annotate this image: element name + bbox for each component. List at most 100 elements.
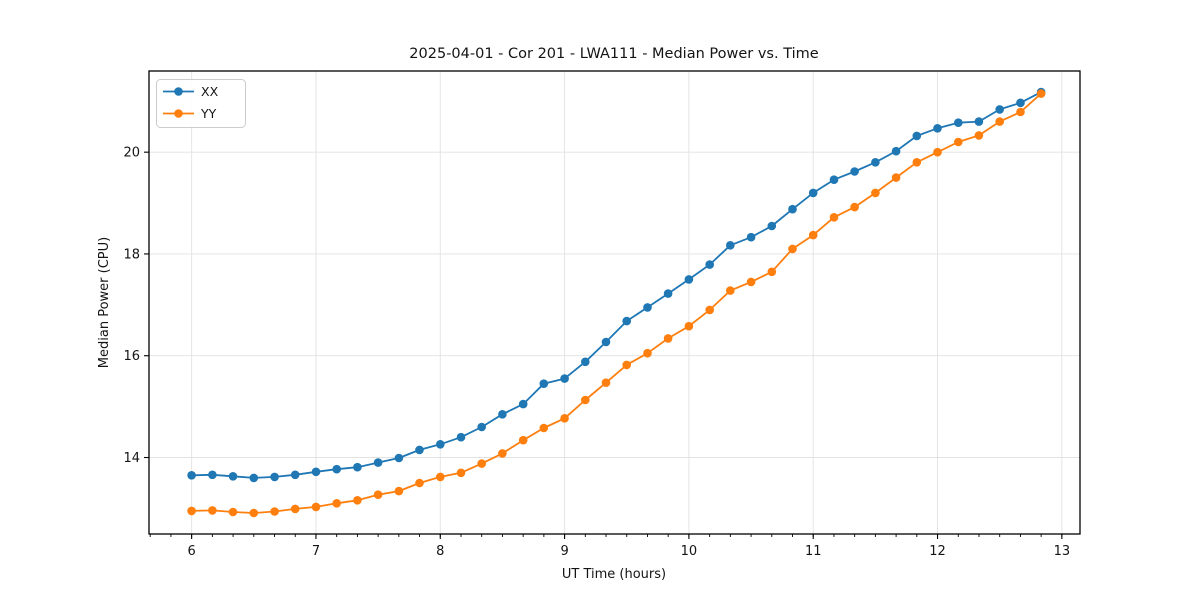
x-tick-label: 10 xyxy=(681,544,698,559)
x-tick-label: 8 xyxy=(436,544,444,559)
series-yy-marker xyxy=(622,360,631,370)
series-yy-marker xyxy=(415,478,424,488)
legend-label: XX xyxy=(201,84,219,99)
series-xx-marker xyxy=(995,105,1004,114)
series-xx-marker xyxy=(954,118,963,127)
series-yy-marker xyxy=(311,502,321,512)
series-xx-marker xyxy=(788,204,797,214)
series-yy-marker xyxy=(187,506,196,516)
x-tick-label: 11 xyxy=(805,544,822,559)
series-yy-marker xyxy=(581,395,590,405)
series-xx-marker xyxy=(808,188,818,198)
series-yy-marker xyxy=(933,147,942,157)
series-xx-marker xyxy=(684,275,694,284)
x-tick-label: 12 xyxy=(929,544,946,559)
series-yy-marker xyxy=(498,449,507,458)
series-yy-marker xyxy=(208,506,217,515)
series-xx-marker xyxy=(767,221,777,231)
x-tick-label: 9 xyxy=(560,544,568,559)
series-yy-marker xyxy=(808,230,818,240)
legend-marker xyxy=(174,87,183,96)
tick-labels: 6 7 8 9 10 11 12 13 14 16 18 20 xyxy=(123,146,1070,559)
series-xx-marker xyxy=(829,175,839,184)
series-xx-marker xyxy=(498,410,507,419)
series-yy-marker xyxy=(746,277,756,287)
series-yy-marker xyxy=(891,173,901,182)
series-yy-marker xyxy=(560,414,569,423)
series-xx-marker xyxy=(415,445,424,455)
x-axis-label: UT Time (hours) xyxy=(562,567,666,582)
legend-marker xyxy=(174,109,183,118)
series-xx-marker xyxy=(187,471,196,480)
series-xx-marker xyxy=(891,146,901,156)
axis-ticks xyxy=(144,151,1063,539)
y-axis-label: Median Power (CPU) xyxy=(97,237,112,368)
series-xx-marker xyxy=(477,422,487,432)
series-yy-marker xyxy=(726,286,735,295)
series-xx-marker xyxy=(290,470,300,480)
plot-border xyxy=(148,70,1081,535)
series-xx-marker xyxy=(622,316,631,326)
series-yy-marker xyxy=(850,202,859,212)
series-yy-marker xyxy=(912,158,922,167)
series-yy-marker xyxy=(974,131,984,140)
series-xx-marker xyxy=(663,289,673,298)
series-xx-marker xyxy=(311,467,321,477)
series-xx-marker xyxy=(643,303,652,312)
series-yy-marker xyxy=(228,507,238,517)
series-xx-marker xyxy=(228,472,238,481)
series-xx-marker xyxy=(1016,98,1025,108)
x-tick-label: 7 xyxy=(312,544,320,559)
x-tick-label: 13 xyxy=(1054,544,1071,559)
series-yy-marker xyxy=(477,459,487,468)
series-yy-marker xyxy=(643,348,652,358)
y-tick-label: 14 xyxy=(123,451,140,466)
legend: XX YY xyxy=(156,79,246,128)
series-yy-marker xyxy=(954,137,963,147)
series-xx-marker xyxy=(726,241,735,250)
series-xx-marker xyxy=(353,462,362,472)
series-xx-marker xyxy=(332,464,342,474)
series-xx-marker xyxy=(249,473,259,483)
series-yy-marker xyxy=(539,423,549,433)
series-yy-marker xyxy=(788,244,797,254)
series-yy-marker xyxy=(373,490,383,500)
series-xx-marker xyxy=(373,458,383,467)
series-yy-marker xyxy=(767,267,777,277)
series-xx-marker xyxy=(208,470,217,480)
series-yy-marker xyxy=(353,496,362,505)
series-yy-marker xyxy=(1036,89,1046,98)
series-layer xyxy=(187,87,1046,518)
series-yy-marker xyxy=(829,213,839,222)
series-xx-marker xyxy=(456,432,466,442)
series-yy-marker xyxy=(663,334,673,343)
series-yy-marker xyxy=(270,507,279,516)
series-yy-marker xyxy=(456,468,466,478)
series-yy-marker xyxy=(601,378,611,388)
series-xx-marker xyxy=(394,453,404,463)
series-yy-marker xyxy=(249,508,259,518)
y-tick-label: 20 xyxy=(123,146,140,161)
series-xx-marker xyxy=(560,374,569,383)
y-tick-label: 18 xyxy=(123,247,140,262)
series-yy-marker xyxy=(518,435,528,445)
series-xx-marker xyxy=(436,440,445,449)
gridlines xyxy=(149,71,1080,534)
series-yy-marker xyxy=(436,472,445,482)
series-xx-marker xyxy=(974,117,984,126)
series-xx-marker xyxy=(933,124,942,133)
series-yy-line xyxy=(191,92,1042,514)
series-xx-marker xyxy=(581,357,590,367)
legend-label: YY xyxy=(200,106,217,121)
series-xx-marker xyxy=(912,131,922,141)
series-yy-marker xyxy=(394,486,404,496)
series-xx-marker xyxy=(746,232,756,242)
series-yy-marker xyxy=(332,499,342,508)
series-xx-marker xyxy=(518,399,528,409)
series-yy-marker xyxy=(1016,107,1025,117)
series-yy-marker xyxy=(705,305,714,315)
series-xx-marker xyxy=(270,472,279,482)
y-tick-label: 16 xyxy=(123,349,140,364)
